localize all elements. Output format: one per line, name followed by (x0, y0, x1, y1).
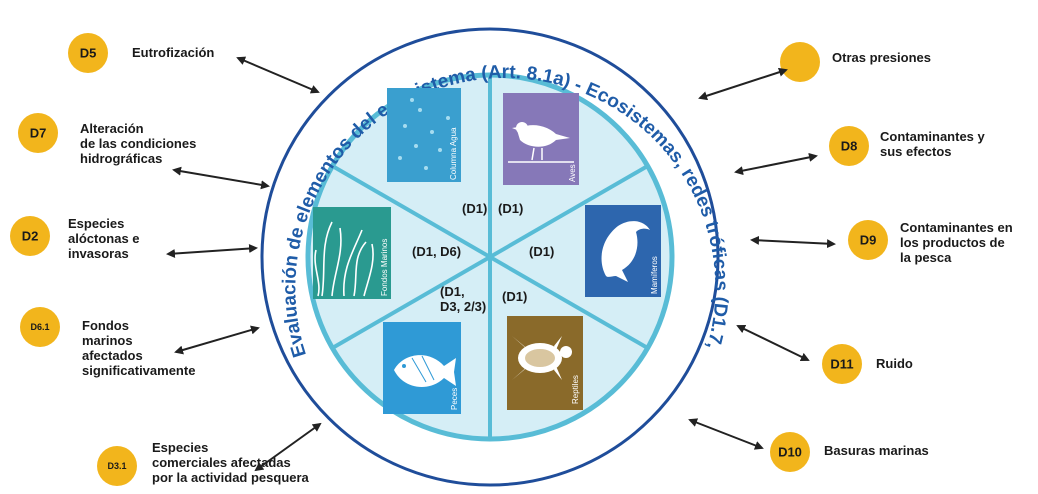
pressure-d7: D7 Alteración de las condiciones hidrográfi… (18, 113, 270, 190)
pressure-description: Alteración de las condiciones hidrográfica… (80, 121, 196, 166)
sector-label-mamiferos: Mamíferos (650, 256, 659, 294)
pressure-description-line: hidrográficas (80, 151, 162, 166)
sector-peces: Peces (D1, D3, 2/3) (383, 284, 486, 414)
sector-label-reptiles: Reptiles (571, 375, 580, 404)
pressure-description: Contaminantes y sus efectos (880, 129, 986, 159)
sector-label-columna-agua: Columna Agua (449, 127, 458, 180)
double-arrow-icon (736, 325, 810, 361)
double-arrow-icon (254, 422, 322, 472)
pressure-badge (18, 113, 58, 153)
pressure-description-line: de las condiciones (80, 136, 196, 151)
pressure-badge (770, 432, 810, 472)
double-arrow-icon (688, 418, 764, 450)
sector-code-reptiles: (D1) (502, 289, 527, 304)
pressure-description-line: Contaminantes y (880, 129, 986, 144)
pressure-badge (97, 446, 137, 486)
pressure-description: Especies comerciales afectadas por la acti… (152, 440, 310, 485)
sector-code-peces-line2: D3, 2/3) (440, 299, 486, 314)
sector-aves: Aves (D1) (498, 93, 579, 216)
pressure-d5: D5 Eutrofización (68, 33, 320, 94)
wheel-spoke (331, 164, 649, 350)
pressure-badge (10, 216, 50, 256)
pressure-code: D11 (830, 357, 853, 372)
pressure-badge (848, 220, 888, 260)
sector-fondos-marinos: Fondos Marinos (D1, D6) (313, 207, 461, 299)
sector-columna-agua: Columna Agua (D1) (387, 88, 487, 216)
pressure-d9: D9 Contaminantes en los productos de la pes… (750, 220, 1013, 265)
pressure-code: D2 (22, 229, 39, 244)
pressure-badge (829, 126, 869, 166)
pressure-d8: D8 Contaminantes y sus efectos (734, 126, 986, 176)
pressure-badge (68, 33, 108, 73)
sector-mamiferos: Mamíferos (D1) (529, 205, 661, 297)
pressure-code: D10 (778, 445, 802, 460)
pressure-description-line: Eutrofización (132, 45, 214, 60)
pressure-code: D5 (80, 46, 97, 61)
pressure-description-line: Especies (152, 440, 208, 455)
pressure-description-line: los productos de (900, 235, 1005, 250)
sector-code-columna-agua: (D1) (462, 201, 487, 216)
pressure-description-line: Especies (68, 216, 124, 231)
pressure-description-line: Basuras marinas (824, 443, 929, 458)
pressure-code: D7 (30, 126, 47, 141)
pressure-description: Fondos marinos afectados significativamente (82, 318, 195, 378)
double-arrow-icon (750, 235, 836, 249)
pressure-code: D9 (860, 233, 877, 248)
water-column-bubbles (398, 98, 450, 170)
pressure-description: Especies alóctonas e invasoras (68, 216, 140, 261)
pressure-otras: Otras presiones (698, 42, 931, 101)
pressure-description: Basuras marinas (824, 443, 929, 458)
pressure-code: D6.1 (30, 322, 49, 332)
double-arrow-icon (698, 67, 788, 101)
double-arrow-icon (174, 325, 260, 355)
double-arrow-icon (236, 56, 320, 94)
pressure-d11: D11 Ruido (736, 325, 913, 384)
pressure-d3-1: D3.1 Especies comerciales afectadas por la … (97, 422, 322, 486)
pressure-description-line: invasoras (68, 246, 129, 261)
pressure-description-line: Ruido (876, 356, 913, 371)
pressure-badge (822, 344, 862, 384)
pressure-code: D8 (841, 139, 858, 154)
double-arrow-icon (172, 166, 270, 190)
sector-code-peces: (D1, D3, 2/3) (440, 284, 486, 314)
wheel-spokes (331, 75, 649, 439)
pressure-badge (20, 307, 60, 347)
pressure-d10: D10 Basuras marinas (688, 418, 929, 472)
double-arrow-icon (166, 243, 258, 259)
double-arrow-icon (734, 152, 818, 176)
pressure-description-line: por la actividad pesquera (152, 470, 310, 485)
sector-code-peces-line1: (D1, (440, 284, 465, 299)
pressure-description: Ruido (876, 356, 913, 371)
sector-label-fondos-marinos: Fondos Marinos (380, 239, 389, 296)
pressure-list: D5 Eutrofización D7 Alteración de las condic… (10, 33, 1013, 486)
water-column-icon (387, 88, 461, 182)
pressure-badge (780, 42, 820, 82)
sector-code-aves: (D1) (498, 201, 523, 216)
pressure-d2: D2 Especies alóctonas e invasoras (10, 216, 258, 261)
pressure-description-line: Contaminantes en (900, 220, 1013, 235)
pressure-description-line: significativamente (82, 363, 195, 378)
pressure-description-line: alóctonas e (68, 231, 140, 246)
pressure-description-line: comerciales afectadas (152, 455, 291, 470)
sector-label-peces: Peces (450, 388, 459, 410)
pressure-description-line: Fondos (82, 318, 129, 333)
sector-reptiles: Reptiles (D1) (502, 289, 583, 410)
pressure-description-line: marinos (82, 333, 133, 348)
pressure-description-line: Alteración (80, 121, 144, 136)
ecosystem-sectors: Columna Agua (D1) Aves (D1) Mamíferos (D… (313, 88, 661, 414)
pressure-code: D3.1 (107, 461, 126, 471)
pressure-description: Contaminantes en los productos de la pesca (900, 220, 1013, 265)
sector-code-fondos-marinos: (D1, D6) (412, 244, 461, 259)
sector-code-mamiferos: (D1) (529, 244, 554, 259)
pressure-description-line: afectados (82, 348, 143, 363)
pressure-d6-1: D6.1 Fondos marinos afectados significativam… (20, 307, 260, 378)
pressure-description-line: Otras presiones (832, 50, 931, 65)
pressure-description: Eutrofización (132, 45, 214, 60)
pressure-description: Otras presiones (832, 50, 931, 65)
pressure-description-line: sus efectos (880, 144, 952, 159)
pressure-description-line: la pesca (900, 250, 952, 265)
sector-label-aves: Aves (568, 164, 577, 182)
